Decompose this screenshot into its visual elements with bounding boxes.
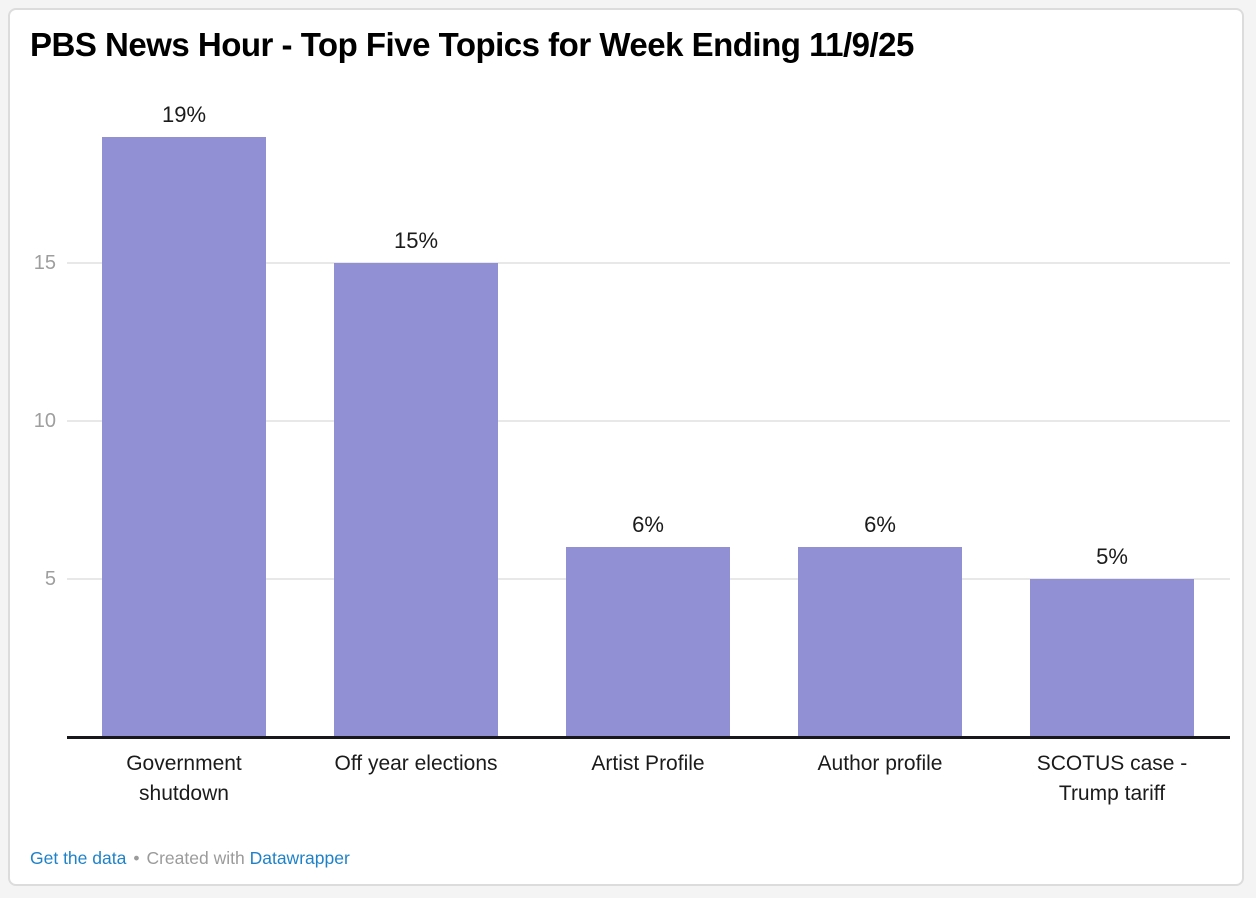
chart-footer: Get the data • Created with Datawrapper: [30, 846, 350, 870]
bar[interactable]: [102, 136, 266, 737]
y-axis-tick-label: 5: [44, 568, 56, 590]
footer-created-with-text: Created with: [146, 848, 245, 868]
footer-separator: •: [133, 848, 140, 868]
bar-value-label: 6%: [864, 512, 896, 538]
x-axis-category-label: SCOTUS case - Trump tariff: [1036, 752, 1188, 805]
bar-value-label: 19%: [161, 101, 207, 127]
x-axis-category-label: Artist Profile: [591, 752, 705, 775]
bar-value-label: 5%: [1096, 544, 1128, 569]
bar[interactable]: [566, 547, 730, 737]
bar-value-label: 6%: [632, 512, 664, 538]
x-axis-line: [67, 736, 1230, 739]
x-axis-category-label: Off year elections: [334, 752, 498, 775]
gridline: [67, 262, 1230, 264]
y-axis-tick-label: 15: [33, 252, 56, 274]
bar-value-label: 15%: [393, 228, 439, 253]
chart-card: PBS News Hour - Top Five Topics for Week…: [8, 8, 1244, 886]
gridline: [67, 420, 1230, 422]
bar[interactable]: [334, 263, 498, 737]
x-axis-category-label: Government shutdown: [126, 752, 242, 805]
bar[interactable]: [1030, 579, 1194, 737]
y-axis-tick-label: 10: [33, 410, 56, 432]
bar-chart-plot: 5 10 15 19% Government shutdown 15% Off year e…: [10, 10, 1242, 884]
datawrapper-link[interactable]: Datawrapper: [249, 848, 350, 868]
bar[interactable]: [798, 547, 962, 737]
x-axis-category-label: Author profile: [817, 752, 943, 775]
chart-title: PBS News Hour - Top Five Topics for Week…: [30, 26, 914, 63]
get-the-data-link[interactable]: Get the data: [30, 848, 127, 868]
